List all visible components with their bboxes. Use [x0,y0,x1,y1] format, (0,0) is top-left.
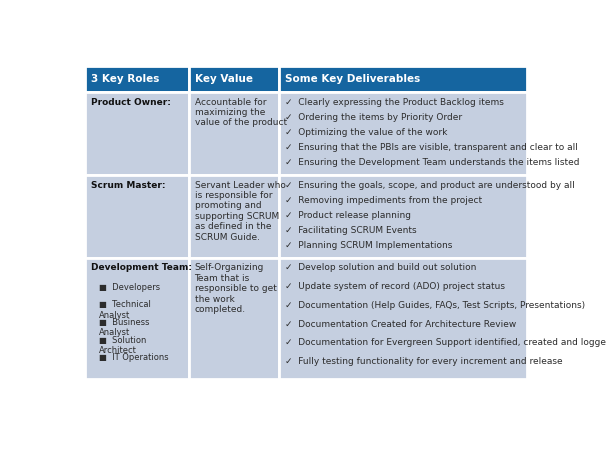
Text: 3 Key Roles: 3 Key Roles [91,74,159,84]
Text: ■  Business
Analyst: ■ Business Analyst [99,318,150,338]
Text: ✓  Removing impediments from the project: ✓ Removing impediments from the project [285,196,482,205]
Text: Key Value: Key Value [195,74,253,84]
Text: Scrum Master:: Scrum Master: [91,180,165,190]
Text: ■  Technical
Analyst: ■ Technical Analyst [99,300,151,320]
FancyBboxPatch shape [85,65,189,92]
Text: ✓  Clearly expressing the Product Backlog items: ✓ Clearly expressing the Product Backlog… [285,98,504,107]
Text: ✓  Optimizing the value of the work: ✓ Optimizing the value of the work [285,128,447,137]
Text: ■  IT Operations: ■ IT Operations [99,353,169,362]
FancyBboxPatch shape [189,65,279,92]
Text: ■  Developers: ■ Developers [99,283,161,292]
Text: ✓  Ordering the items by Priority Order: ✓ Ordering the items by Priority Order [285,113,462,122]
FancyBboxPatch shape [279,65,527,92]
Text: ✓  Fully testing functionality for every increment and release: ✓ Fully testing functionality for every … [285,357,562,366]
FancyBboxPatch shape [85,258,189,379]
Text: Accountable for
maximizing the
value of the product: Accountable for maximizing the value of … [195,98,287,127]
FancyBboxPatch shape [189,175,279,258]
FancyBboxPatch shape [189,258,279,379]
FancyBboxPatch shape [279,175,527,258]
Text: Some Key Deliverables: Some Key Deliverables [285,74,421,84]
Text: ✓  Documentation Created for Architecture Review: ✓ Documentation Created for Architecture… [285,320,516,328]
Text: ■  Solution
Architect: ■ Solution Architect [99,336,147,355]
Text: Servant Leader who
is responsible for
promoting and
supporting SCRUM
as defined : Servant Leader who is responsible for pr… [195,180,285,241]
FancyBboxPatch shape [85,92,189,175]
FancyBboxPatch shape [279,92,527,175]
Text: ✓  Ensuring that the PBIs are visible, transparent and clear to all: ✓ Ensuring that the PBIs are visible, tr… [285,143,578,152]
Text: ✓  Ensuring the goals, scope, and product are understood by all: ✓ Ensuring the goals, scope, and product… [285,180,574,190]
Text: Self-Organizing
Team that is
responsible to get
the work
completed.: Self-Organizing Team that is responsible… [195,263,276,314]
Text: ✓  Documentation (Help Guides, FAQs, Test Scripts, Presentations): ✓ Documentation (Help Guides, FAQs, Test… [285,301,585,310]
FancyBboxPatch shape [279,258,527,379]
Text: ✓  Update system of record (ADO) project status: ✓ Update system of record (ADO) project … [285,282,505,291]
Text: ✓  Product release planning: ✓ Product release planning [285,211,411,220]
FancyBboxPatch shape [189,92,279,175]
Text: ✓  Develop solution and build out solution: ✓ Develop solution and build out solutio… [285,263,476,273]
Text: ✓  Ensuring the Development Team understands the items listed: ✓ Ensuring the Development Team understa… [285,158,579,167]
Text: Product Owner:: Product Owner: [91,98,171,107]
FancyBboxPatch shape [85,175,189,258]
Text: ✓  Planning SCRUM Implementations: ✓ Planning SCRUM Implementations [285,241,453,250]
Text: ✓  Facilitating SCRUM Events: ✓ Facilitating SCRUM Events [285,226,417,234]
Text: Development Team:: Development Team: [91,263,191,273]
Text: ✓  Documentation for Evergreen Support identified, created and logged: ✓ Documentation for Evergreen Support id… [285,338,606,347]
